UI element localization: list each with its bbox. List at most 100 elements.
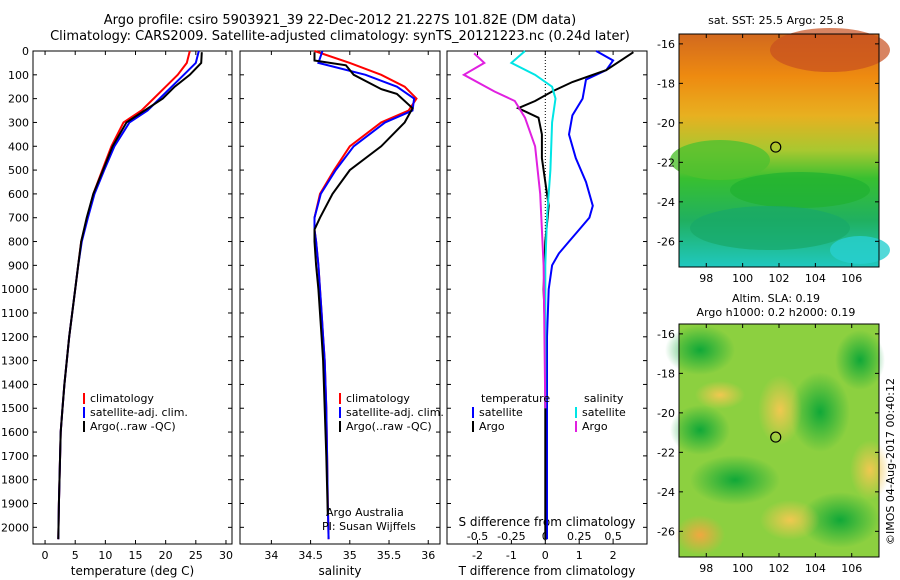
x-axis-label: T difference from climatology bbox=[458, 564, 636, 578]
series-line bbox=[313, 52, 414, 516]
series-line bbox=[313, 50, 416, 540]
map-x-tick-label: 100 bbox=[732, 272, 753, 285]
figure-title-line1: Argo profile: csiro 5903921_39 22-Dec-20… bbox=[103, 13, 577, 28]
imos-credit: ©IMOS 04-Aug-2017 00:40:12 bbox=[884, 378, 897, 545]
legend-label: climatology bbox=[90, 392, 154, 405]
legend-label: satellite bbox=[479, 406, 523, 419]
map-y-tick-label: -20 bbox=[657, 117, 675, 130]
x-axis-label: temperature (deg C) bbox=[71, 564, 194, 578]
pi-label: PI: Susan Wijffels bbox=[322, 520, 416, 533]
map-y-tick-label: -18 bbox=[657, 367, 675, 380]
map-y-tick-label: -22 bbox=[657, 156, 675, 169]
x-tick-label: 2 bbox=[610, 549, 617, 562]
map-y-tick-label: -26 bbox=[657, 235, 675, 248]
map-x-tick-label: 102 bbox=[769, 272, 790, 285]
sst-map-title: sat. SST: 25.5 Argo: 25.8 bbox=[708, 14, 844, 27]
figure-title-line2: Climatology: CARS2009. Satellite-adjuste… bbox=[50, 29, 630, 44]
y-tick-label: 700 bbox=[8, 212, 29, 225]
y-tick-label: 1000 bbox=[1, 283, 29, 296]
series-line bbox=[509, 50, 557, 409]
y-tick-label: 1800 bbox=[1, 474, 29, 487]
series-line bbox=[57, 52, 203, 540]
sla-map-title: Altim. SLA: 0.19 bbox=[731, 292, 821, 305]
argo-location-marker bbox=[770, 141, 782, 153]
y-tick-label: 1900 bbox=[1, 498, 29, 511]
x-tick-label: 0 bbox=[542, 549, 549, 562]
institution-label: Argo Australia bbox=[326, 506, 404, 519]
difference-panel: -2 -1 0 1 2 T difference from climatology -0.5… bbox=[446, 50, 648, 578]
legend-label: climatology bbox=[346, 392, 410, 405]
x-tick-label: 34.5 bbox=[298, 549, 323, 562]
y-tick-label: 1100 bbox=[1, 307, 29, 320]
legend-label: Argo(..raw -QC) bbox=[90, 420, 176, 433]
y-tick-label: 0 bbox=[22, 45, 29, 58]
y-tick-label: 100 bbox=[8, 69, 29, 82]
series-line bbox=[515, 51, 634, 540]
y-tick-label: 600 bbox=[8, 188, 29, 201]
plot-frame bbox=[446, 50, 648, 545]
legend-label: Argo bbox=[479, 420, 505, 433]
temperature-panel: 0100200300400500600700800900100011001200… bbox=[1, 45, 233, 578]
x-top-tick-label: -0.25 bbox=[497, 530, 525, 543]
series-line bbox=[313, 50, 418, 540]
y-tick-label: 400 bbox=[8, 140, 29, 153]
x-tick-label: 20 bbox=[159, 549, 173, 562]
map-x-tick-label: 100 bbox=[732, 562, 753, 575]
x-top-tick-label: -0.5 bbox=[467, 530, 488, 543]
series-line bbox=[57, 50, 200, 540]
x-tick-label: 1 bbox=[576, 549, 583, 562]
legend-label: satellite-adj. clim. bbox=[346, 406, 444, 419]
y-tick-label: 2000 bbox=[1, 521, 29, 534]
map-y-tick-label: -20 bbox=[657, 407, 675, 420]
plot-frame bbox=[239, 50, 441, 545]
y-tick-label: 1400 bbox=[1, 378, 29, 391]
legend-label: Argo(..raw -QC) bbox=[346, 420, 432, 433]
legend-label: satellite-adj. clim. bbox=[90, 406, 188, 419]
sst-map: 98 100 102 104 106 -16 -18 -20 -22 -24 -26 bbox=[657, 28, 890, 285]
legend-header-salinity: salinity bbox=[584, 392, 624, 405]
argo-location-marker bbox=[770, 431, 782, 443]
map-x-tick-label: 104 bbox=[805, 562, 826, 575]
x-tick-label: 35 bbox=[343, 549, 357, 562]
series-line bbox=[57, 50, 191, 540]
map-x-tick-label: 104 bbox=[805, 272, 826, 285]
y-tick-label: 1200 bbox=[1, 331, 29, 344]
x-tick-label: 15 bbox=[129, 549, 143, 562]
salinity-panel: 34 34.5 35 35.5 36 salinity climatologysatelli… bbox=[239, 50, 444, 578]
series-line bbox=[546, 50, 615, 540]
x-tick-label: 25 bbox=[189, 549, 203, 562]
y-tick-label: 1500 bbox=[1, 402, 29, 415]
plot-frame bbox=[32, 50, 233, 545]
y-tick-label: 1600 bbox=[1, 426, 29, 439]
legend-header-temperature: temperature bbox=[481, 392, 550, 405]
map-y-tick-label: -26 bbox=[657, 525, 675, 538]
map-x-tick-label: 106 bbox=[841, 272, 862, 285]
sla-map-subtitle: Argo h1000: 0.2 h2000: 0.19 bbox=[696, 306, 856, 319]
x-tick-label: 30 bbox=[219, 549, 233, 562]
map-x-tick-label: 98 bbox=[699, 562, 713, 575]
y-tick-label: 900 bbox=[8, 259, 29, 272]
map-x-tick-label: 106 bbox=[841, 562, 862, 575]
x-tick-label: 36 bbox=[421, 549, 435, 562]
legend-label: Argo bbox=[582, 420, 608, 433]
series-line bbox=[461, 52, 547, 409]
y-tick-label: 1300 bbox=[1, 355, 29, 368]
x-axis-label: salinity bbox=[318, 564, 361, 578]
y-tick-label: 800 bbox=[8, 236, 29, 249]
map-x-tick-label: 98 bbox=[699, 272, 713, 285]
y-tick-label: 1700 bbox=[1, 450, 29, 463]
map-y-tick-label: -16 bbox=[657, 38, 675, 51]
map-y-tick-label: -22 bbox=[657, 446, 675, 459]
x-tick-label: -2 bbox=[472, 549, 483, 562]
y-tick-label: 500 bbox=[8, 164, 29, 177]
map-y-tick-label: -24 bbox=[657, 486, 675, 499]
x-top-tick-label: 0.5 bbox=[604, 530, 622, 543]
x-tick-label: 34 bbox=[264, 549, 278, 562]
x-tick-label: 35.5 bbox=[377, 549, 402, 562]
map-y-tick-label: -16 bbox=[657, 328, 675, 341]
x-tick-label: 0 bbox=[42, 549, 49, 562]
map-y-tick-label: -24 bbox=[657, 196, 675, 209]
x-tick-label: 10 bbox=[98, 549, 112, 562]
map-x-tick-label: 102 bbox=[769, 562, 790, 575]
